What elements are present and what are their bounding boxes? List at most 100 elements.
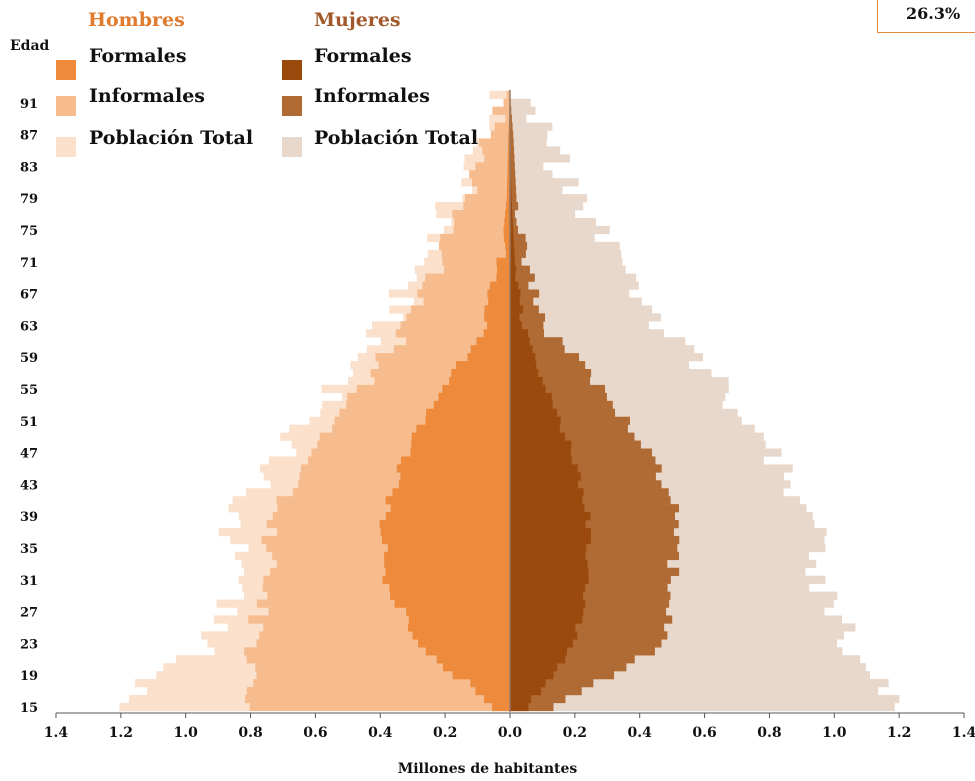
y-tick-label: 75 <box>20 224 38 239</box>
hombres-informales-bar <box>441 249 510 258</box>
mujeres-formales-bar <box>510 416 561 425</box>
mujeres-formales-bar <box>510 607 584 616</box>
hombres-informales-bar <box>334 416 510 425</box>
hombres-informales-bar <box>479 138 510 147</box>
hombres-formales-bar <box>382 535 510 545</box>
mujeres-total-bar <box>510 679 889 688</box>
hombres-formales-bar <box>411 432 510 441</box>
y-tick-label: 59 <box>20 351 38 366</box>
mujeres-informales-bar <box>510 186 517 195</box>
mujeres-total-bar <box>510 305 653 314</box>
mujeres-formales-bar <box>510 289 521 298</box>
mujeres-informales-bar <box>510 408 616 417</box>
mujeres-informales-bar <box>510 265 530 274</box>
mujeres-formales-bar <box>510 432 566 441</box>
hombres-informales-bar <box>339 408 510 417</box>
mujeres-formales-bar <box>510 615 583 624</box>
mujeres-total-bar <box>510 202 584 211</box>
hombres-informales-bar <box>356 384 510 394</box>
legend-swatch-mujeres-formales <box>282 60 302 80</box>
mujeres-informales-bar <box>510 416 630 425</box>
mujeres-informales-bar <box>510 615 673 624</box>
mujeres-formales-bar <box>510 273 516 282</box>
mujeres-formales-bar <box>510 535 591 545</box>
y-tick-label: 27 <box>20 606 38 621</box>
y-tick-label: 35 <box>20 542 38 557</box>
hombres-formales-bar <box>418 639 510 648</box>
mujeres-informales-bars <box>510 98 680 712</box>
mujeres-formales-bar <box>510 456 572 465</box>
mujeres-total-bar <box>510 273 637 282</box>
hombres-formales-bar <box>411 440 510 449</box>
hombres-informales-bar <box>453 225 510 235</box>
mujeres-total-bar <box>510 384 729 394</box>
hombres-formales-bar <box>475 687 510 696</box>
hombres-formales-bar <box>470 345 510 354</box>
x-tick-label: 1.4 <box>44 725 69 741</box>
hombres-formales-bar <box>407 623 510 632</box>
hombres-informales-bar <box>438 241 510 250</box>
hombres-informales-bar <box>268 607 510 616</box>
hombres-informales-bar <box>422 281 510 290</box>
mujeres-formales-bar <box>510 241 515 250</box>
mujeres-informales-bar <box>510 639 662 648</box>
mujeres-formales-bar <box>510 520 586 529</box>
mujeres-formales-bar <box>510 361 537 370</box>
mujeres-formales-bar <box>510 655 566 664</box>
hombres-formales-bar <box>452 671 510 680</box>
mujeres-informales-bar <box>510 647 655 656</box>
mujeres-informales-bar <box>510 114 512 123</box>
hombres-informales-bar <box>475 162 510 171</box>
mujeres-informales-bar <box>510 543 678 553</box>
legend-swatch-hombres-informales <box>56 96 76 116</box>
legend-swatch-hombres-total <box>56 137 76 157</box>
mujeres-informales-bar <box>510 122 513 131</box>
y-tick-label: 83 <box>20 160 38 175</box>
hombres-formales-bar <box>389 583 510 592</box>
mujeres-formales-bar <box>510 623 576 632</box>
mujeres-informales-bar <box>510 281 529 290</box>
hombres-formales-bar <box>491 702 510 712</box>
mujeres-total-bar <box>510 170 553 179</box>
x-tick-label: 0.2 <box>563 725 587 741</box>
hombres-informales-bar <box>249 702 510 712</box>
legend-mujeres-title: Mujeres <box>314 9 401 31</box>
mujeres-formales-bar <box>510 647 567 656</box>
y-tick-label: 91 <box>20 97 38 112</box>
x-tick-label: 0.8 <box>757 725 781 741</box>
hombres-informales-bar <box>370 369 510 378</box>
mujeres-total-bar <box>510 369 712 378</box>
mujeres-total-bar <box>510 178 579 187</box>
mujeres-informales-bar <box>510 400 613 409</box>
hombres-informales-bar <box>374 376 510 386</box>
hombres-formales-bar <box>394 599 510 608</box>
mujeres-formales-bar <box>510 639 573 648</box>
mujeres-informales-bar <box>510 369 592 378</box>
y-tick-label: 23 <box>20 637 38 652</box>
mujeres-total-bar <box>510 337 686 346</box>
legend-label-hombres-formales: Formales <box>89 45 187 67</box>
x-tick-label: 1.4 <box>952 725 975 741</box>
hombres-informales-bar <box>423 297 510 306</box>
mujeres-total-bar <box>510 210 576 219</box>
mujeres-formales-bar <box>510 591 583 600</box>
mujeres-total-bar <box>510 321 649 330</box>
hombres-formales-bar <box>507 154 510 163</box>
mujeres-informales-bar <box>510 138 514 147</box>
mujeres-formales-bar <box>510 543 587 553</box>
hombres-formales-bar <box>507 146 510 155</box>
hombres-informales-bar <box>256 599 510 608</box>
hombres-informales-bar <box>464 194 510 203</box>
mujeres-total-bar <box>510 257 623 266</box>
mujeres-formales-bar <box>510 575 589 584</box>
mujeres-informales-bar <box>510 154 515 163</box>
x-axis-title: Millones de habitantes <box>397 761 578 777</box>
hombres-informales-bar <box>463 202 510 211</box>
mujeres-total-bar <box>510 392 726 402</box>
mujeres-total-bar <box>510 639 838 648</box>
hombres-formales-bar <box>484 694 510 704</box>
x-tick-label: 0.6 <box>303 725 327 741</box>
hombres-formales-bar <box>506 186 510 195</box>
hombres-formales-bar <box>436 655 510 664</box>
